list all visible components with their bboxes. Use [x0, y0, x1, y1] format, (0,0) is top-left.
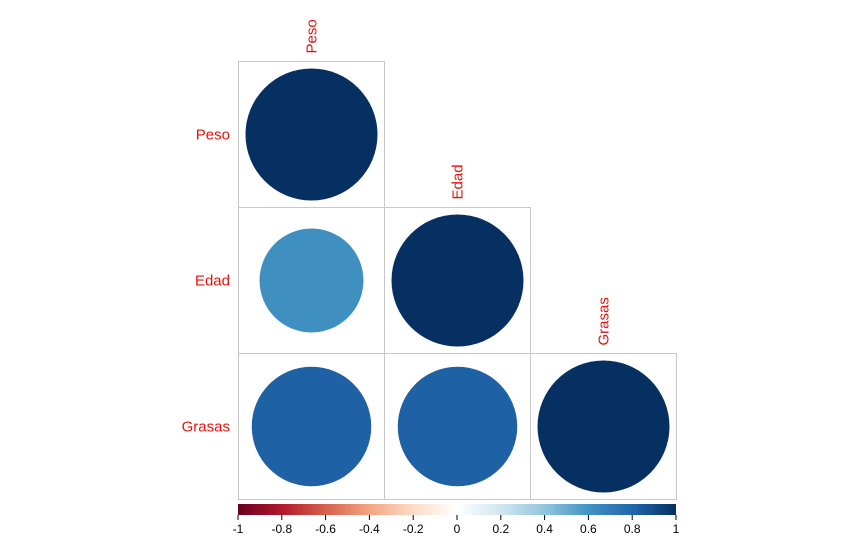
colorbar-tick-label: 0.4	[536, 522, 553, 536]
colorbar-tick-label: 0	[454, 522, 461, 536]
colorbar-tick-label: -1	[233, 522, 244, 536]
circle-peso-peso	[245, 68, 378, 201]
circle-grasas-edad	[397, 366, 518, 487]
colorbar: -1 -0.8 -0.6 -0.4 -0.2 0 0.2 0.4 0.6 0.8 1	[233, 504, 680, 536]
colorbar-tick-label: 0.2	[492, 522, 509, 536]
circle-edad-peso	[259, 228, 364, 333]
correlation-cells	[238, 61, 677, 500]
colorbar-tick-label: 0.6	[580, 522, 597, 536]
colorbar-tick-label: -0.8	[271, 522, 292, 536]
colorbar-tick-label: 1	[673, 522, 680, 536]
row-label-edad: Edad	[195, 273, 230, 290]
row-label-peso: Peso	[196, 127, 230, 144]
column-label-peso: Peso	[304, 19, 321, 53]
column-label-edad: Edad	[450, 164, 467, 199]
colorbar-tick-label: 0.8	[624, 522, 641, 536]
variable-labels: Peso Peso Edad Edad Grasas Grasas	[182, 19, 613, 435]
colorbar-tick-label: -0.4	[359, 522, 380, 536]
circle-grasas-grasas	[537, 360, 670, 493]
colorbar-tick-label: -0.6	[315, 522, 336, 536]
row-label-grasas: Grasas	[182, 419, 230, 436]
colorbar-tick-label: -0.2	[403, 522, 424, 536]
circle-grasas-peso	[251, 366, 372, 487]
circle-edad-edad	[391, 214, 524, 347]
column-label-grasas: Grasas	[596, 297, 613, 345]
colorbar-gradient	[238, 504, 676, 515]
